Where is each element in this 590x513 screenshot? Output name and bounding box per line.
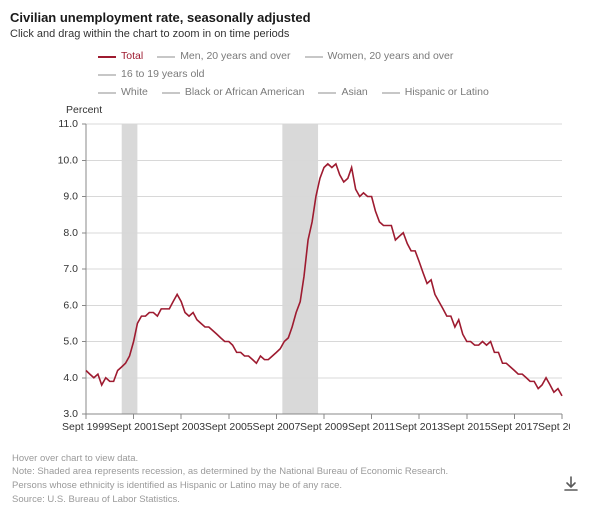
legend-item-total[interactable]: Total [98, 48, 143, 66]
footnote-line: Source: U.S. Bureau of Labor Statistics. [12, 493, 580, 507]
series-line-total[interactable] [86, 163, 562, 395]
x-tick-label: Sept 2001 [110, 421, 158, 433]
y-tick-label: 8.0 [63, 226, 78, 238]
y-tick-label: 10.0 [58, 154, 79, 166]
legend-item-men-20-years-and-over[interactable]: Men, 20 years and over [157, 48, 290, 66]
x-tick-label: Sept 2005 [205, 421, 253, 433]
x-tick-label: Sept 2003 [157, 421, 205, 433]
y-tick-label: 9.0 [63, 190, 78, 202]
footnote-line: Note: Shaded area represents recession, … [12, 465, 580, 479]
legend-item-16-to-19-years-old[interactable]: 16 to 19 years old [98, 66, 204, 84]
chart-title: Civilian unemployment rate, seasonally a… [10, 10, 580, 25]
legend-item-women-20-years-and-over[interactable]: Women, 20 years and over [305, 48, 454, 66]
legend-item-white[interactable]: White [98, 84, 148, 102]
footnote-line: Persons whose ethnicity is identified as… [12, 479, 580, 493]
y-tick-label: 7.0 [63, 263, 78, 275]
chart-area[interactable]: 3.04.05.06.07.08.09.010.011.0Sept 1999Se… [40, 118, 580, 438]
footnotes: Hover over chart to view data.Note: Shad… [12, 452, 580, 507]
x-tick-label: Sept 2015 [443, 421, 491, 433]
y-axis-label: Percent [66, 104, 580, 116]
legend: Total Men, 20 years and over Women, 20 yea… [98, 48, 580, 102]
legend-item-black-or-african-american[interactable]: Black or African American [162, 84, 305, 102]
y-tick-label: 3.0 [63, 408, 78, 420]
x-tick-label: Sept 2017 [490, 421, 538, 433]
x-tick-label: Sept 2013 [395, 421, 443, 433]
x-tick-label: Sept 1999 [62, 421, 110, 433]
x-tick-label: Sept 2009 [300, 421, 348, 433]
y-tick-label: 4.0 [63, 371, 78, 383]
x-tick-label: Sept 2007 [252, 421, 300, 433]
legend-item-asian[interactable]: Asian [318, 84, 367, 102]
x-tick-label: Sept 2019 [538, 421, 570, 433]
y-tick-label: 5.0 [63, 335, 78, 347]
x-tick-label: Sept 2011 [348, 421, 395, 433]
legend-item-hispanic-or-latino[interactable]: Hispanic or Latino [382, 84, 489, 102]
download-icon[interactable] [562, 475, 580, 498]
footnote-line: Hover over chart to view data. [12, 452, 580, 466]
y-tick-label: 6.0 [63, 299, 78, 311]
y-tick-label: 11.0 [58, 118, 78, 130]
chart-subtitle: Click and drag within the chart to zoom … [10, 28, 580, 40]
